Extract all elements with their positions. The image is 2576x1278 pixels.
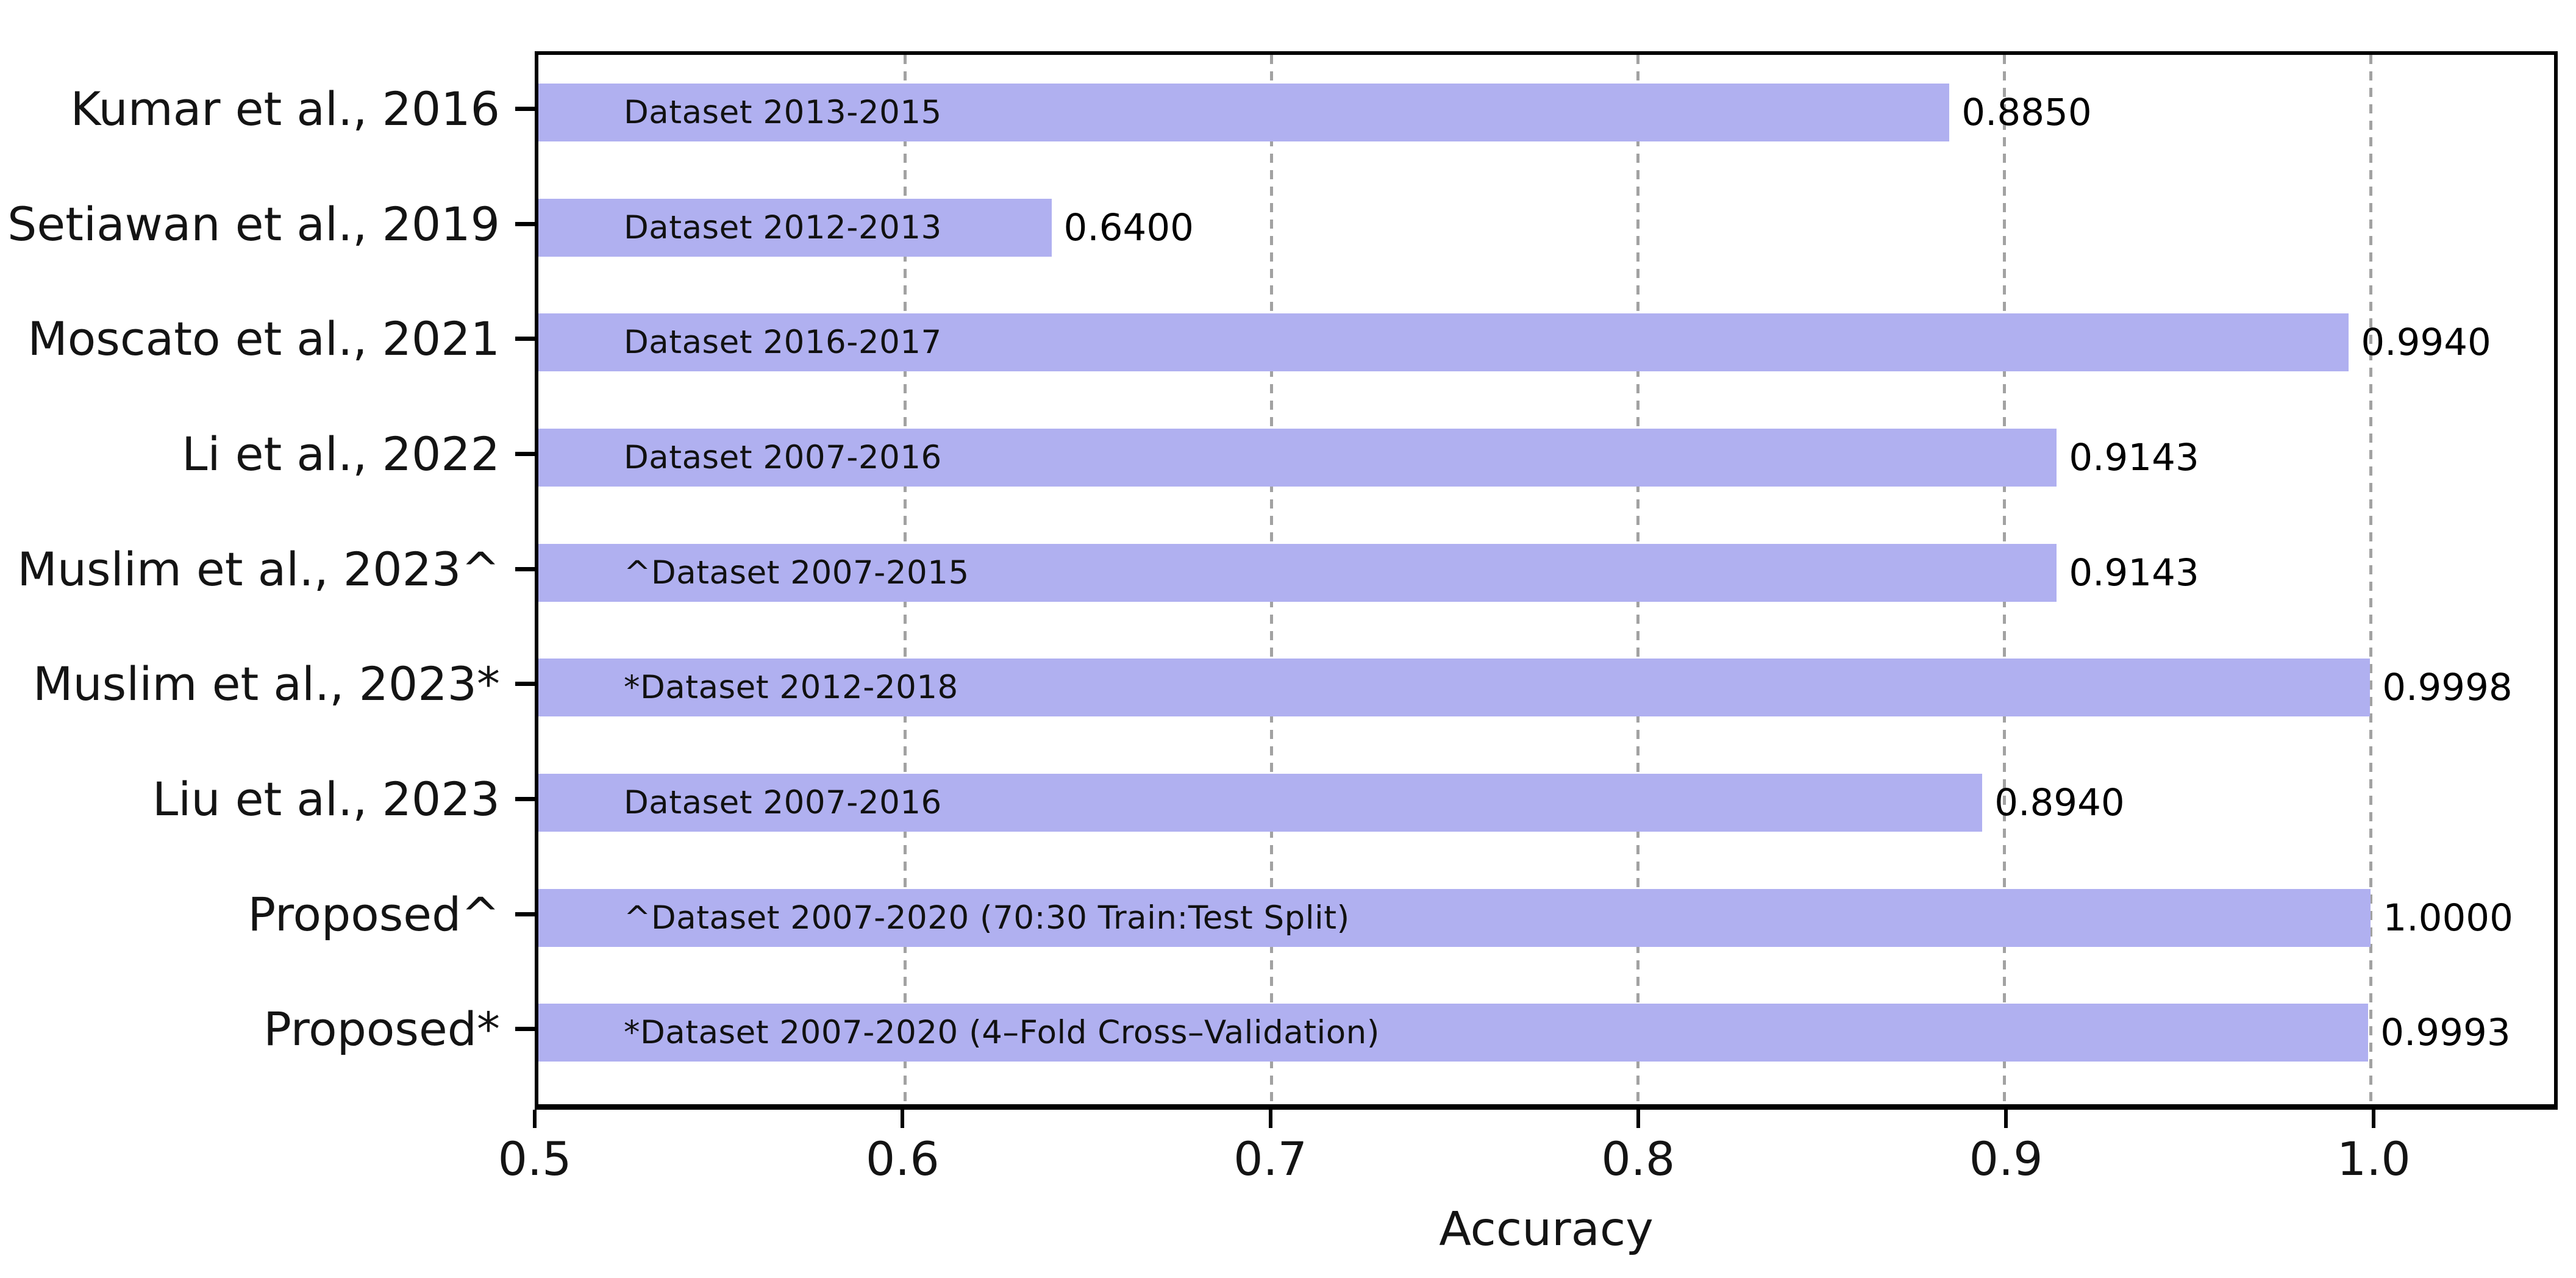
x-tick-mark-1.0 bbox=[2372, 1110, 2376, 1128]
y-axis-category-labels: Kumar et al., 2016 Setiawan et al., 2019 M… bbox=[0, 51, 500, 1087]
y-tick-cell bbox=[515, 971, 535, 1087]
x-axis-tick-marks bbox=[533, 1110, 2558, 1128]
bar: Dataset 2007-2016 0.8940 bbox=[538, 773, 2125, 832]
y-category-label: Moscato et al., 2021 bbox=[27, 312, 500, 366]
bar-dataset-label: *Dataset 2012-2018 bbox=[624, 669, 958, 707]
y-category-label: Setiawan et al., 2019 bbox=[7, 196, 500, 251]
bar-value-label: 0.9143 bbox=[2069, 551, 2199, 594]
bar-value-label: 0.8850 bbox=[1961, 90, 2092, 134]
x-tick-label: 0.9 bbox=[1969, 1132, 2043, 1186]
bar-band: Dataset 2012-2013 0.6400 bbox=[538, 170, 2554, 285]
bar: ^Dataset 2007-2015 0.9143 bbox=[538, 543, 2199, 602]
bar-value-label: 0.6400 bbox=[1063, 205, 1194, 249]
y-tick-mark bbox=[515, 796, 535, 801]
y-category-label: Proposed^ bbox=[248, 887, 500, 941]
y-tick-mark bbox=[515, 912, 535, 916]
bar-band: *Dataset 2007-2020 (4–Fold Cross–Validat… bbox=[538, 975, 2554, 1090]
bar: ^Dataset 2007-2020 (70:30 Train:Test Spl… bbox=[538, 888, 2513, 947]
y-category-label: Proposed* bbox=[263, 1002, 500, 1057]
y-tick-mark bbox=[515, 682, 535, 687]
bar-value-label: 0.8940 bbox=[1994, 780, 2125, 824]
y-category-label: Li et al., 2022 bbox=[182, 426, 500, 481]
x-tick-mark-0.5 bbox=[533, 1110, 537, 1128]
bar-band: Dataset 2013-2015 0.8850 bbox=[538, 55, 2554, 170]
x-tick-label: 0.8 bbox=[1601, 1132, 1675, 1186]
y-tick-cell bbox=[515, 166, 535, 282]
y-axis-tick-marks bbox=[515, 51, 535, 1087]
bar: Dataset 2016-2017 0.9940 bbox=[538, 313, 2491, 372]
y-tick-mark bbox=[515, 337, 535, 341]
x-tick-mark-0.7 bbox=[1268, 1110, 1272, 1128]
y-tick-mark bbox=[515, 1027, 535, 1032]
bar: Dataset 2007-2016 0.9143 bbox=[538, 428, 2199, 487]
bar-dataset-label: ^Dataset 2007-2015 bbox=[624, 554, 969, 591]
bar-value-label: 1.0000 bbox=[2383, 896, 2513, 940]
bar-value-label: 0.9940 bbox=[2361, 321, 2491, 365]
bar-band: Dataset 2016-2017 0.9940 bbox=[538, 285, 2554, 400]
x-axis-title: Accuracy bbox=[1439, 1202, 1654, 1257]
y-tick-mark bbox=[515, 451, 535, 456]
bar-dataset-label: ^Dataset 2007-2020 (70:30 Train:Test Spl… bbox=[624, 899, 1350, 937]
gridline-1.0 bbox=[2369, 55, 2373, 1104]
bar-dataset-label: Dataset 2007-2016 bbox=[624, 438, 942, 476]
y-category-label: Kumar et al., 2016 bbox=[70, 81, 500, 136]
y-tick-cell bbox=[515, 396, 535, 512]
bar-dataset-label: Dataset 2016-2017 bbox=[624, 324, 942, 362]
x-tick-mark-0.6 bbox=[901, 1110, 905, 1128]
bar-dataset-label: *Dataset 2007-2020 (4–Fold Cross–Validat… bbox=[624, 1014, 1380, 1052]
x-axis-tick-labels: 0.5 0.6 0.7 0.8 0.9 1.0 bbox=[498, 1132, 2558, 1193]
y-tick-cell bbox=[515, 512, 535, 627]
bar-band: Dataset 2007-2016 0.8940 bbox=[538, 745, 2554, 860]
y-category-label: Muslim et al., 2023^ bbox=[17, 541, 500, 596]
y-tick-cell bbox=[515, 626, 535, 741]
x-tick-label: 0.6 bbox=[865, 1132, 940, 1186]
bar-dataset-label: Dataset 2012-2013 bbox=[624, 209, 942, 246]
bar-band: *Dataset 2012-2018 0.9998 bbox=[538, 630, 2554, 745]
y-tick-cell bbox=[515, 857, 535, 972]
bar-dataset-label: Dataset 2013-2015 bbox=[624, 93, 942, 131]
x-tick-label: 1.0 bbox=[2336, 1132, 2411, 1186]
bar-band: ^Dataset 2007-2015 0.9143 bbox=[538, 515, 2554, 630]
bar: Dataset 2013-2015 0.8850 bbox=[538, 83, 2092, 141]
y-tick-mark bbox=[515, 106, 535, 111]
x-tick-label: 0.5 bbox=[498, 1132, 572, 1186]
y-tick-mark bbox=[515, 566, 535, 571]
bar: *Dataset 2007-2020 (4–Fold Cross–Validat… bbox=[538, 1004, 2511, 1062]
y-category-label: Muslim et al., 2023* bbox=[32, 657, 500, 712]
plot-area: Dataset 2013-2015 0.8850 Dataset 2012-2013… bbox=[535, 51, 2558, 1110]
bar-value-label: 0.9143 bbox=[2069, 435, 2199, 479]
y-category-label: Liu et al., 2023 bbox=[152, 771, 500, 826]
bar: *Dataset 2012-2018 0.9998 bbox=[538, 659, 2513, 717]
bar-value-label: 0.9998 bbox=[2382, 666, 2513, 710]
bar-value-label: 0.9993 bbox=[2380, 1011, 2511, 1055]
bar-dataset-label: Dataset 2007-2016 bbox=[624, 784, 942, 821]
y-tick-mark bbox=[515, 221, 535, 226]
bar-band: ^Dataset 2007-2020 (70:30 Train:Test Spl… bbox=[538, 860, 2554, 976]
x-tick-mark-0.9 bbox=[2004, 1110, 2008, 1128]
y-tick-cell bbox=[515, 281, 535, 396]
bar-band: Dataset 2007-2016 0.9143 bbox=[538, 400, 2554, 515]
bar-rows: Dataset 2013-2015 0.8850 Dataset 2012-2013… bbox=[538, 55, 2554, 1090]
x-tick-label: 0.7 bbox=[1233, 1132, 1307, 1186]
y-tick-cell bbox=[515, 51, 535, 166]
x-tick-mark-0.8 bbox=[1636, 1110, 1640, 1128]
y-tick-cell bbox=[515, 741, 535, 857]
bar: Dataset 2012-2013 0.6400 bbox=[538, 198, 1194, 257]
